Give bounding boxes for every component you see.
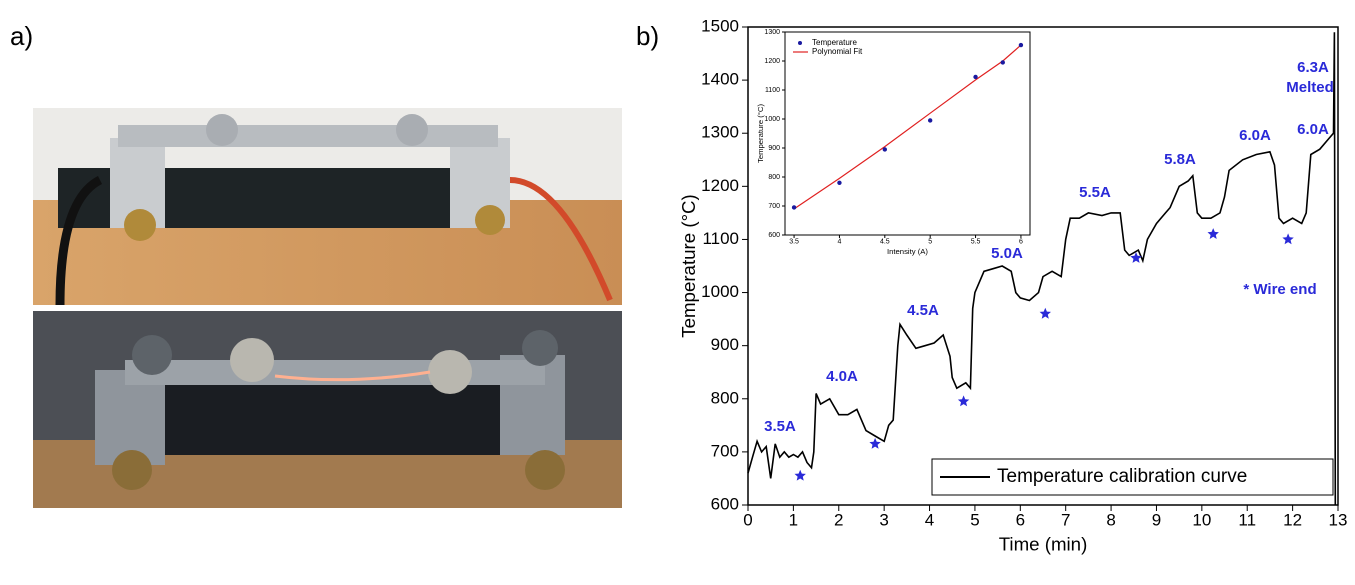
x-tick-label: 10 [1192, 511, 1211, 530]
annotation: 4.5A [907, 302, 939, 319]
wire-end-marker [1130, 252, 1142, 263]
annotation: 6.0A [1297, 121, 1329, 138]
wire-end-marker [1282, 233, 1294, 245]
x-tick-label: 3.5 [789, 238, 799, 245]
y-tick-label: 1500 [701, 16, 739, 35]
y-tick-label: 900 [711, 335, 739, 354]
annotation: 6.3A [1297, 59, 1329, 76]
annotation: 4.0A [826, 368, 858, 385]
x-tick-label: 1 [789, 511, 798, 530]
y-axis-label: Temperature (°C) [678, 194, 699, 338]
x-tick-label: 2 [834, 511, 843, 530]
y-tick-label: 800 [711, 388, 739, 407]
y-tick-label: 1000 [701, 282, 739, 301]
y-tick-label: 1000 [764, 116, 780, 123]
y-tick-label: 600 [711, 494, 739, 513]
annotation: 6.0A [1239, 127, 1271, 144]
legend-box [931, 458, 1334, 496]
legend-marker [798, 41, 802, 45]
x-tick-label: 4 [837, 238, 841, 245]
data-point [1018, 42, 1024, 48]
wire-end-marker [957, 395, 970, 407]
y-tick-label: 1300 [764, 29, 780, 36]
data-point [1000, 60, 1005, 65]
y-tick-label: 1200 [764, 58, 780, 65]
photo-top [33, 108, 622, 306]
y-axis-label: Temperature (°C) [756, 104, 765, 163]
annotation: 5.0A [991, 245, 1023, 262]
y-tick-label: 900 [768, 145, 780, 152]
wire-end-marker [1039, 307, 1051, 319]
wire-end-marker [869, 437, 881, 449]
x-tick-label: 5.5 [971, 238, 981, 245]
data-point [973, 74, 978, 80]
x-tick-label: 5 [970, 511, 979, 530]
x-tick-label: 11 [1238, 511, 1256, 530]
y-tick-label: 1300 [701, 123, 739, 142]
annotation: * Wire end [1243, 281, 1316, 298]
y-tick-label: 1100 [702, 229, 739, 248]
legend-label: Temperature calibration curve [997, 466, 1247, 487]
x-tick-label: 5 [928, 238, 932, 245]
x-tick-label: 6 [1016, 511, 1025, 530]
wire-end-marker [794, 469, 806, 481]
y-tick-label: 1400 [701, 70, 739, 89]
y-tick-label: 1100 [765, 87, 780, 94]
y-tick-label: 600 [768, 232, 780, 239]
x-tick-label: 4.5 [880, 238, 890, 245]
x-tick-label: 13 [1329, 511, 1348, 530]
x-tick-label: 8 [1106, 511, 1115, 530]
photo-bottom [33, 311, 622, 508]
y-tick-label: 1200 [701, 176, 739, 195]
annotation: Melted [1286, 79, 1334, 96]
panel-label: a) [10, 21, 33, 51]
annotation: 5.5A [1079, 184, 1111, 201]
data-point [791, 205, 797, 210]
annotation: 3.5A [764, 418, 796, 435]
x-tick-label: 0 [743, 511, 752, 530]
legend-label: Temperature [812, 38, 857, 47]
line [747, 32, 1337, 506]
x-tick-label: 4 [925, 511, 934, 530]
wire-end-marker [1207, 228, 1219, 239]
x-tick-label: 7 [1061, 511, 1070, 530]
annotation: 5.8A [1164, 151, 1196, 168]
y-tick-label: 700 [768, 203, 780, 210]
plot-frame [784, 31, 1031, 236]
data-point [927, 118, 933, 123]
x-axis-label: Time (min) [999, 534, 1088, 555]
legend-label: Polynomial Fit [812, 47, 863, 56]
x-tick-label: 12 [1283, 511, 1302, 530]
panel-label: b) [636, 21, 659, 51]
x-tick-label: 6 [1019, 238, 1023, 245]
data-point [882, 147, 888, 152]
y-tick-label: 700 [711, 441, 739, 460]
x-tick-label: 3 [879, 511, 888, 530]
data-point [837, 180, 842, 185]
x-axis-label: Intensity (A) [887, 247, 928, 256]
x-tick-label: 9 [1152, 511, 1161, 530]
y-tick-label: 800 [768, 174, 780, 181]
